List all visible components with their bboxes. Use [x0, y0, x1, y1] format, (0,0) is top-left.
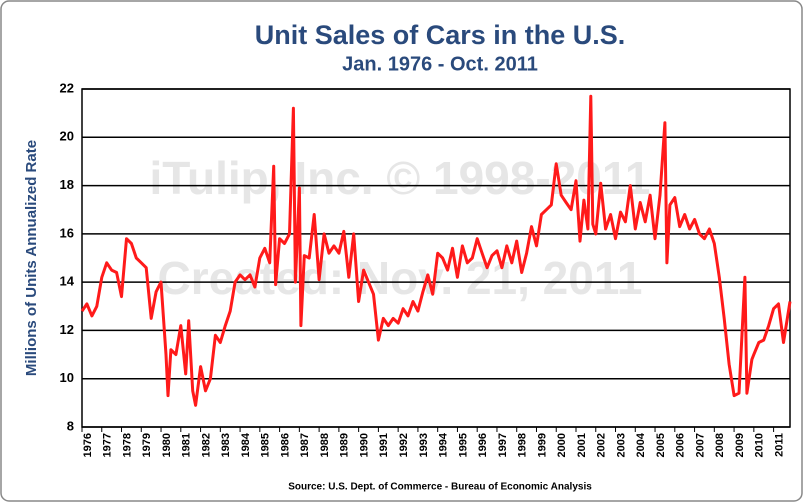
series-line: [80, 94, 792, 407]
x-tick-label: 1990: [358, 433, 370, 457]
x-tick-label: 1981: [181, 433, 193, 457]
x-tick-label: 1976: [82, 433, 94, 457]
y-tick-label: 18: [60, 177, 74, 192]
x-tick-label: 2004: [635, 432, 647, 457]
x-tick-label: 1977: [102, 433, 114, 457]
chart-subtitle: Jan. 1976 - Oct. 2011: [342, 53, 538, 75]
source: Source: U.S. Dept. of Commerce - Bureau …: [288, 482, 592, 493]
x-tick-label: 2007: [694, 433, 706, 457]
x-tick-label: 2011: [773, 433, 785, 457]
y-tick-label: 10: [60, 370, 74, 385]
x-tick-label: 2010: [754, 433, 766, 457]
x-tick-label: 1985: [260, 433, 272, 457]
watermark: Created: Nov. 21, 2011: [158, 252, 643, 304]
x-tick-label: 2008: [714, 433, 726, 457]
y-tick-label: 22: [60, 80, 74, 95]
x-tick-label: 1998: [517, 433, 529, 457]
x-tick-label: 1980: [161, 433, 173, 457]
y-tick-label: 16: [60, 225, 74, 240]
x-tick-label: 2005: [655, 433, 667, 457]
x-tick-label: 2009: [734, 433, 746, 457]
x-tick-label: 1995: [457, 433, 469, 457]
x-tick-label: 2003: [615, 433, 627, 457]
x-tick-label: 1996: [477, 433, 489, 457]
x-tick-label: 1986: [279, 433, 291, 457]
y-tick-label: 20: [60, 129, 74, 144]
x-tick-label: 1979: [141, 433, 153, 457]
chart-title: Unit Sales of Cars in the U.S.: [255, 20, 626, 50]
x-tick-label: 1999: [536, 433, 548, 457]
x-tick-label: 1978: [121, 433, 133, 457]
x-tick-label: 2006: [675, 433, 687, 457]
x-tick-label: 1984: [240, 432, 252, 457]
y-tick-label: 8: [67, 418, 74, 433]
x-tick-label: 1997: [497, 433, 509, 457]
x-tick-label: 1991: [378, 433, 390, 457]
y-axis-label: Millions of Units Annualized Rate: [23, 140, 40, 376]
x-tick-label: 1987: [299, 433, 311, 457]
x-tick-label: 2001: [576, 433, 588, 457]
x-tick-label: 1988: [319, 433, 331, 457]
y-tick-label: 14: [60, 274, 75, 289]
watermark: iTulip, Inc. © 1998-2011: [150, 152, 651, 204]
x-tick-label: 1983: [220, 433, 232, 457]
x-tick-label: 1992: [398, 433, 410, 457]
plot-border: [81, 88, 791, 428]
x-tick-label: 1994: [438, 432, 450, 457]
y-tick-label: 12: [60, 322, 74, 337]
x-tick-label: 1982: [200, 433, 212, 457]
x-tick-label: 2000: [556, 433, 568, 457]
x-tick-label: 1989: [339, 433, 351, 457]
x-tick-label: 2002: [596, 433, 608, 457]
x-tick-label: 1993: [418, 433, 430, 457]
